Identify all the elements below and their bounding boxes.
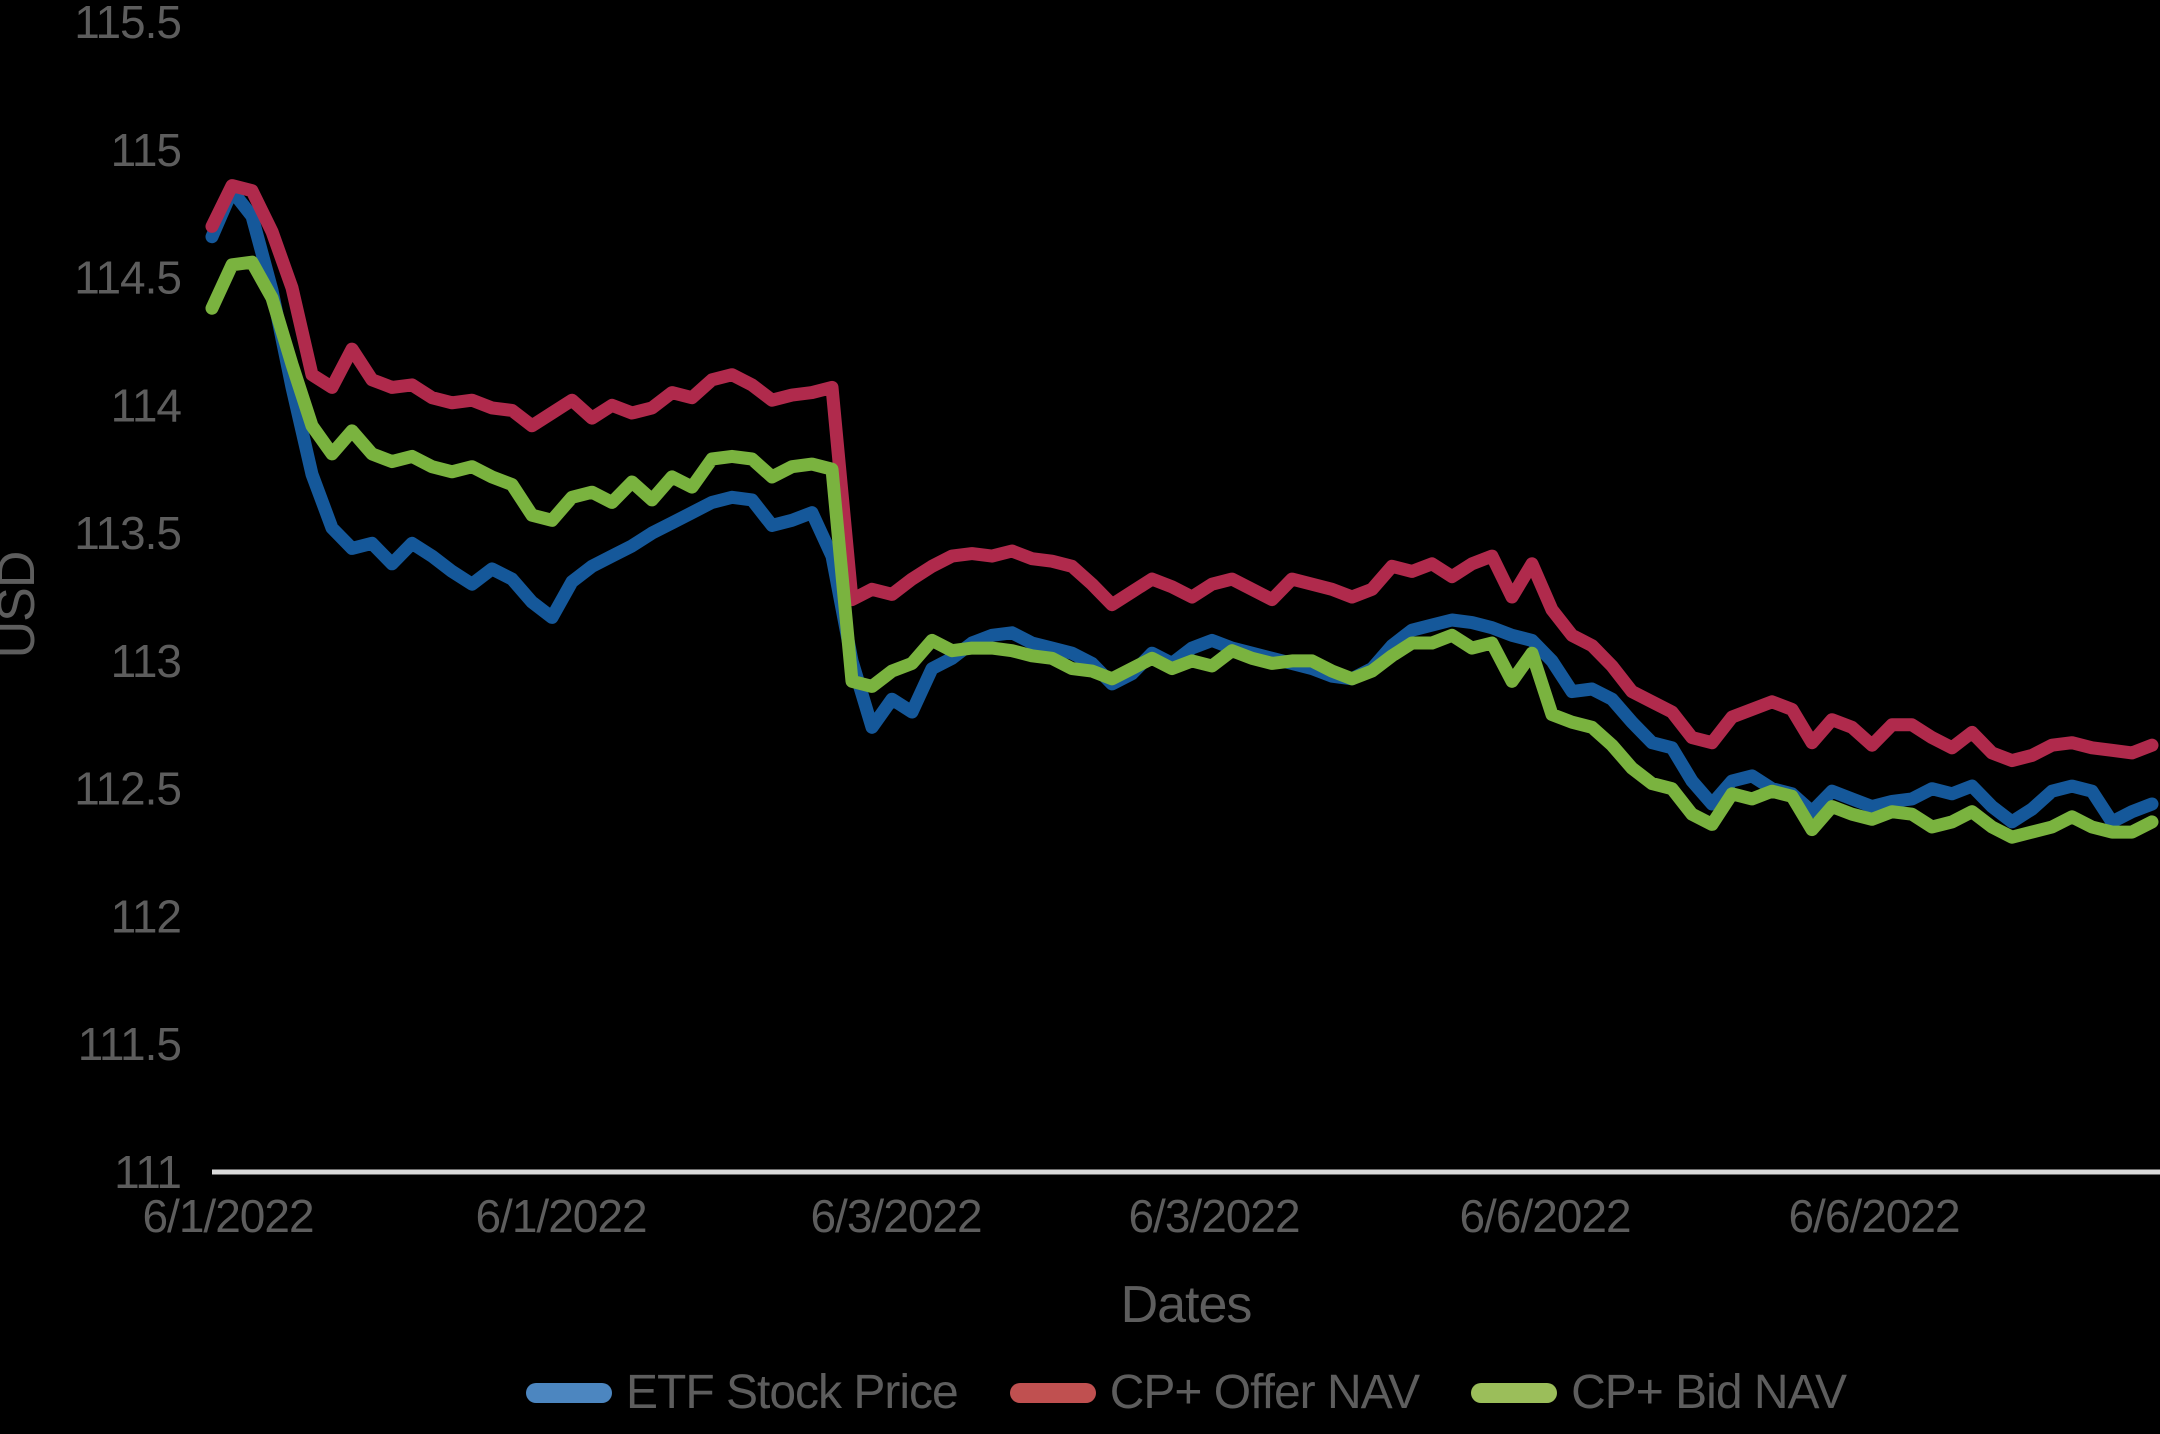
legend-item-etf-stock-price: ETF Stock Price [526, 1365, 959, 1420]
x-tick-label: 6/3/2022 [810, 1190, 981, 1242]
legend-swatch-cp-bid-nav [1471, 1382, 1558, 1403]
y-tick-label: 112 [111, 890, 181, 942]
y-tick-label: 114 [111, 379, 182, 431]
legend-label: CP+ Bid NAV [1571, 1366, 1847, 1419]
y-axis-ticks: 111 111.5 112 112.5 113 113.5 114 114.5 115 115.5 [74, 0, 182, 1198]
legend-swatch-cp-offer-nav [1009, 1382, 1096, 1403]
x-tick-label: 6/1/2022 [475, 1190, 646, 1242]
series-line-etf-stock-price [205, 184, 2159, 829]
y-axis-title: USD [0, 552, 46, 659]
y-tick-label: 111 [114, 1146, 181, 1198]
y-tick-label: 111.5 [78, 1018, 181, 1070]
y-tick-label: 112.5 [74, 763, 181, 815]
legend-label: ETF Stock Price [626, 1366, 959, 1419]
legend-swatch-etf-stock-price [526, 1382, 613, 1403]
series-lines [205, 179, 2159, 844]
legend-item-cp-bid-nav: CP+ Bid NAV [1471, 1365, 1847, 1420]
y-tick-label: 113.5 [74, 507, 181, 559]
y-tick-label: 115 [111, 124, 181, 176]
x-axis-title: Dates [1121, 1276, 1252, 1334]
legend-label: CP+ Offer NAV [1109, 1366, 1420, 1419]
legend-item-cp-offer-nav: CP+ Offer NAV [1009, 1365, 1420, 1420]
series-line-cp-offer-nav [205, 179, 2159, 768]
x-tick-label: 6/6/2022 [1788, 1190, 1959, 1242]
series-line-cp-bid-nav [205, 255, 2159, 844]
x-tick-label: 6/1/2022 [142, 1190, 313, 1242]
y-tick-label: 114.5 [74, 252, 181, 304]
legend: ETF Stock Price CP+ Offer NAV CP+ Bid NAV [212, 1365, 2160, 1420]
y-tick-label: 115.5 [74, 0, 181, 48]
y-tick-label: 113 [111, 635, 181, 687]
x-tick-label: 6/3/2022 [1128, 1190, 1299, 1242]
x-axis-ticks: 6/1/2022 6/1/2022 6/3/2022 6/3/2022 6/6/2022… [142, 1190, 1960, 1242]
x-tick-label: 6/6/2022 [1459, 1190, 1630, 1242]
